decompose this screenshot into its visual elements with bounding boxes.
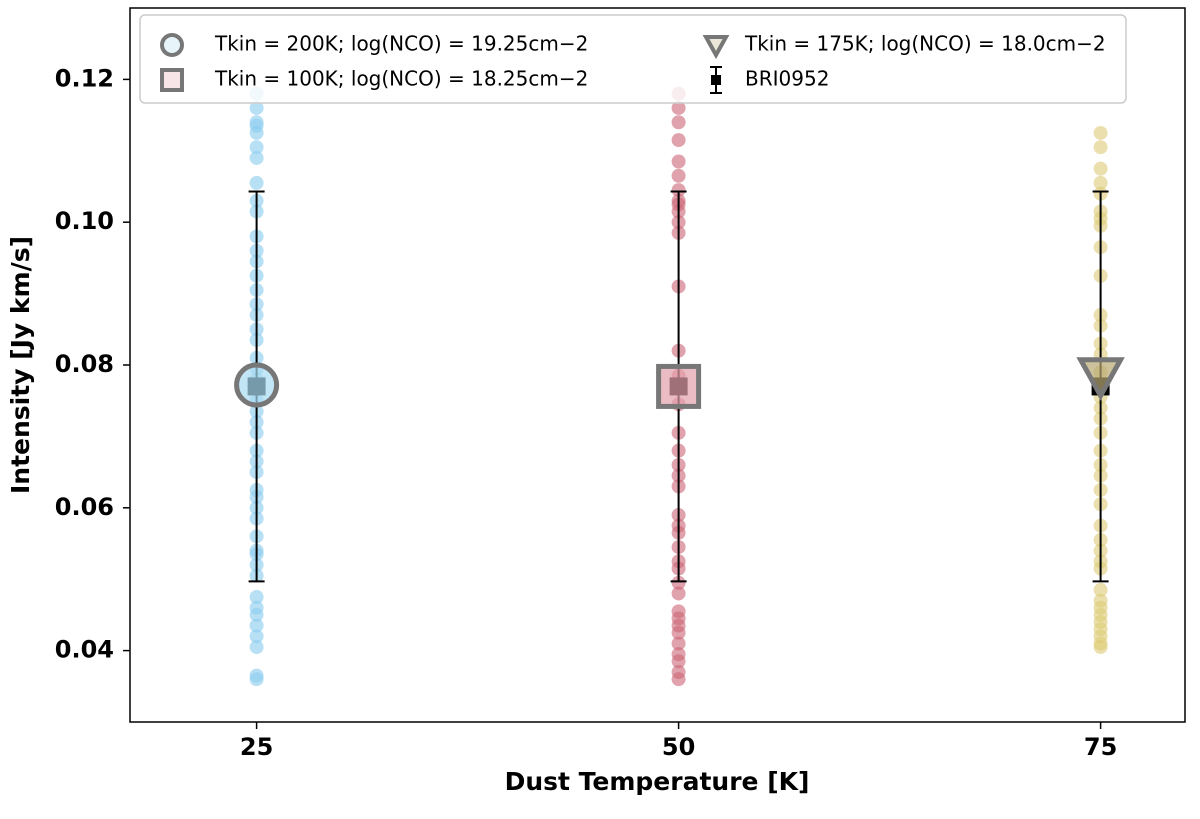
y-tick-label: 0.12	[55, 64, 114, 92]
x-tick-label: 25	[240, 733, 273, 761]
point	[671, 604, 686, 619]
point	[1093, 582, 1108, 597]
point	[249, 140, 264, 155]
model-marker	[234, 362, 280, 408]
plot-frame	[129, 7, 1186, 723]
model-marker	[1076, 357, 1125, 401]
point	[671, 575, 686, 590]
point	[249, 590, 264, 605]
point	[249, 640, 264, 655]
point	[671, 100, 686, 115]
point	[671, 665, 686, 680]
legend-label: Tkin = 100K; log(NCO) = 18.25cm−2	[214, 67, 588, 91]
point	[249, 150, 264, 165]
point	[1093, 140, 1108, 155]
model-marker	[656, 363, 702, 409]
x-tick-label: 75	[1084, 733, 1117, 761]
point	[249, 600, 264, 615]
y-axis-label: Intensity [Jy km/s]	[6, 236, 35, 494]
point	[671, 647, 686, 662]
x-axis-label: Dust Temperature [K]	[505, 767, 810, 796]
point	[671, 154, 686, 169]
legend-label: BRI0952	[745, 67, 829, 91]
legend-marker	[160, 33, 184, 57]
point	[671, 636, 686, 651]
x-tick-label: 50	[662, 733, 695, 761]
legend-label: Tkin = 175K; log(NCO) = 18.0cm−2	[744, 32, 1106, 56]
legend-marker	[702, 35, 730, 60]
y-tick-label: 0.08	[55, 350, 114, 378]
point	[671, 133, 686, 148]
point	[1093, 593, 1108, 608]
point	[249, 618, 264, 633]
y-tick-label: 0.04	[55, 636, 114, 664]
point	[249, 115, 264, 130]
point	[1093, 161, 1108, 176]
point	[671, 586, 686, 601]
y-tick-label: 0.10	[55, 207, 114, 235]
point	[249, 100, 264, 115]
point	[1093, 175, 1108, 190]
point	[249, 175, 264, 190]
point	[249, 629, 264, 644]
legend-label: Tkin = 200K; log(NCO) = 19.25cm−2	[214, 32, 588, 56]
point	[671, 168, 686, 183]
point	[249, 668, 264, 683]
legend-marker	[160, 68, 184, 92]
legend-box	[139, 14, 1127, 104]
point	[671, 183, 686, 198]
legend-marker	[711, 75, 721, 85]
y-tick-label: 0.06	[55, 493, 114, 521]
point	[1093, 125, 1108, 140]
point	[671, 115, 686, 130]
